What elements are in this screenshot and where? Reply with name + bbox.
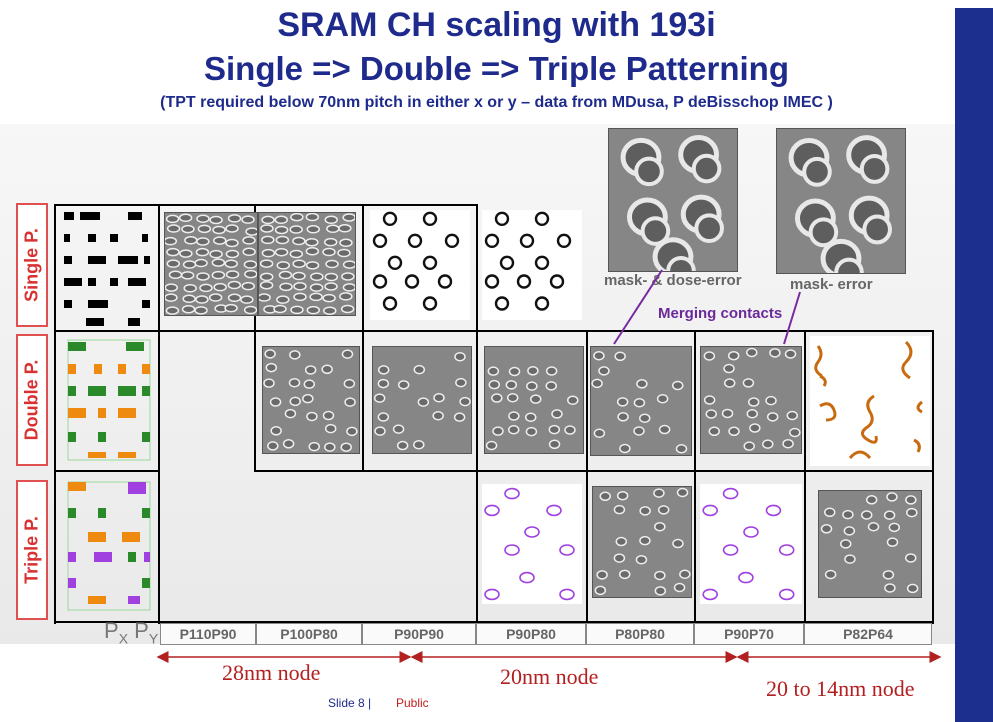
layout-single — [64, 212, 150, 326]
contour-single-p90p80 — [482, 210, 582, 320]
grid-line — [254, 470, 934, 472]
pitch-label: P90P70 — [694, 623, 804, 645]
grid-line — [254, 204, 256, 472]
row-label-triple-text: Triple P. — [21, 516, 42, 584]
annotation-merging-contacts: Merging contacts — [658, 305, 783, 322]
node-label-28nm: 28nm node — [222, 660, 321, 685]
grid-line — [586, 330, 588, 624]
grid-line — [54, 330, 934, 332]
contour-triple-p90p70 — [700, 484, 802, 604]
grid-line — [694, 330, 696, 624]
slide-title: SRAM CH scaling with 193i — [277, 6, 716, 44]
sem-image-single-p100p80 — [258, 212, 356, 316]
footer-classification: Public — [396, 696, 429, 710]
pitch-axis-p2: P — [134, 618, 149, 643]
grid-line — [54, 204, 56, 624]
sem-image-double-p90p70 — [700, 346, 802, 454]
contour-double-p82p64 — [810, 336, 930, 466]
sem-zoom-mask-dose-error — [608, 128, 738, 272]
grid-line — [158, 204, 160, 624]
sem-zoom-mask-error — [776, 128, 906, 274]
row-label-single-text: Single P. — [21, 228, 42, 302]
sem-image-double-p80p80 — [590, 346, 692, 456]
row-label-triple: Triple P. — [16, 480, 48, 620]
slide-subtitle: (TPT required below 70nm pitch in either… — [160, 94, 833, 111]
row-label-single: Single P. — [16, 203, 48, 327]
merging-arrows — [613, 269, 801, 345]
pitch-axis-x: X — [118, 630, 129, 647]
sem-image-double-p100p80 — [262, 346, 360, 454]
footer-slide-number: Slide 8 | — [328, 696, 372, 710]
sem-image-double-p90p90 — [372, 346, 472, 454]
node-arrows — [156, 651, 942, 663]
sem-image-double-p90p80 — [484, 346, 584, 454]
contour-single-p90p90 — [370, 210, 470, 320]
grid-line — [476, 204, 478, 624]
pitch-axis-p: P — [104, 618, 119, 643]
pitch-label: P110P90 — [160, 623, 256, 645]
pitch-axis-y: Y — [148, 630, 159, 647]
grid-line — [932, 330, 934, 624]
sidebar-bar — [955, 8, 993, 722]
layout-double — [67, 339, 151, 461]
sem-image-triple-p82p64 — [818, 490, 922, 598]
pitch-label: P100P80 — [256, 623, 362, 645]
grid-line — [54, 470, 158, 472]
grid-line — [54, 204, 158, 206]
pitch-label: P80P80 — [586, 623, 694, 645]
node-label-20-to-14nm: 20 to 14nm node — [766, 676, 915, 701]
sem-image-single-p110p90 — [164, 212, 258, 316]
row-label-double: Double P. — [16, 334, 48, 466]
contour-triple-p90p80 — [482, 484, 582, 604]
pitch-label: P90P80 — [476, 623, 586, 645]
grid-line — [362, 204, 364, 472]
grid-line — [804, 330, 806, 624]
grid-line — [54, 621, 934, 623]
slide-title-line2: Single => Double => Triple Patterning — [204, 50, 789, 87]
pitch-axis-label: PX PY — [104, 618, 158, 646]
pitch-label: P82P64 — [804, 623, 932, 645]
layout-triple — [67, 481, 151, 611]
annotation-mask-error: mask- error — [790, 276, 873, 293]
row-label-double-text: Double P. — [21, 359, 42, 441]
sem-image-triple-p80p80 — [592, 486, 692, 598]
grid-line — [160, 204, 476, 206]
pitch-label: P90P90 — [362, 623, 476, 645]
node-label-20nm: 20nm node — [500, 664, 599, 689]
annotation-mask-dose-error: mask- & dose-error — [604, 272, 742, 289]
